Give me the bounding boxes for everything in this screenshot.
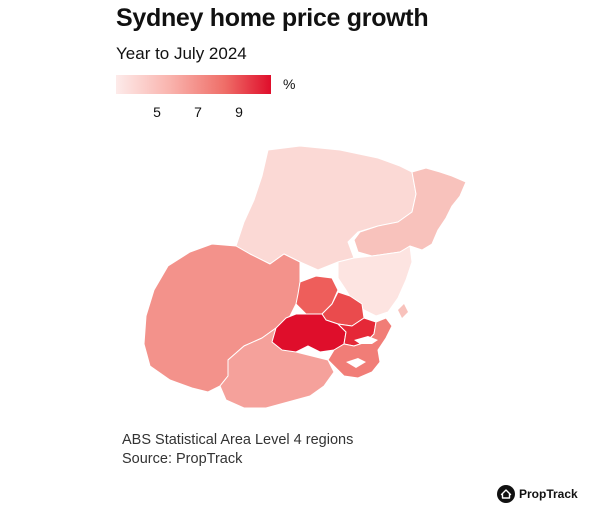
region-hawkesbury	[235, 145, 417, 271]
map-title: Sydney home price growth	[116, 4, 429, 32]
legend-tick-7: 7	[194, 104, 202, 120]
footnotes: ABS Statistical Area Level 4 regions Sou…	[122, 431, 353, 469]
harbour-inlet	[354, 336, 378, 344]
region-south-west	[219, 327, 335, 409]
brand-logo: PropTrack	[497, 485, 578, 503]
regions-note: ABS Statistical Area Level 4 regions	[122, 432, 354, 448]
source-note: Source: PropTrack	[122, 451, 243, 467]
legend-unit: %	[283, 76, 296, 92]
brand-name: PropTrack	[519, 487, 578, 501]
house-icon	[497, 485, 515, 503]
region-north-shore	[337, 245, 413, 317]
color-legend: % 5 7 9	[116, 75, 306, 125]
sydney-region-map	[143, 145, 467, 409]
legend-gradient-bar	[116, 75, 271, 94]
botany-bay	[346, 358, 366, 368]
legend-tick-9: 9	[235, 104, 243, 120]
coastal-headland	[404, 232, 414, 246]
map-subtitle: Year to July 2024	[116, 44, 247, 63]
coastal-headland	[398, 304, 408, 318]
legend-tick-5: 5	[153, 104, 161, 120]
